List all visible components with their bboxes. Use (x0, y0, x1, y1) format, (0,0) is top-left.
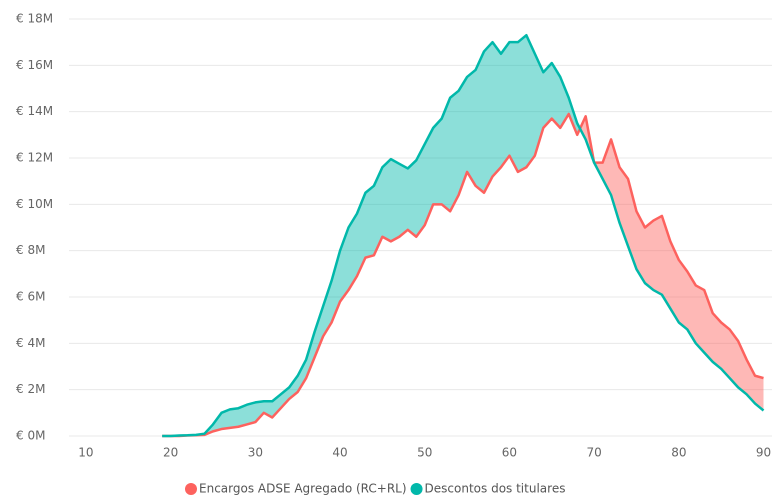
y-tick-label: € 4M (16, 336, 45, 350)
area-between (162, 35, 764, 436)
y-tick-label: € 18M (16, 12, 53, 26)
y-tick-label: € 10M (16, 197, 53, 211)
y-tick-label: € 2M (16, 382, 45, 396)
y-tick-label: € 0M (16, 429, 45, 443)
x-tick-label: 20 (163, 446, 178, 460)
legend-label: Encargos ADSE Agregado (RC+RL) (199, 482, 407, 496)
x-tick-label: 50 (417, 446, 432, 460)
x-tick-label: 40 (332, 446, 347, 460)
series-line (162, 33, 765, 438)
x-tick-label: 70 (586, 446, 601, 460)
x-tick-label: 60 (502, 446, 517, 460)
x-tick-label: 30 (248, 446, 263, 460)
legend-swatch (410, 483, 423, 495)
y-tick-label: € 6M (16, 290, 45, 304)
x-tick-label: 80 (671, 446, 686, 460)
legend-label: Descontos dos titulares (425, 482, 566, 496)
y-tick-label: € 14M (16, 104, 53, 118)
y-tick-label: € 16M (16, 58, 53, 72)
x-tick-label: 90 (756, 446, 771, 460)
y-tick-label: € 12M (16, 151, 53, 165)
series-line (162, 112, 764, 438)
x-tick-label: 10 (78, 446, 93, 460)
y-tick-label: € 8M (16, 243, 45, 257)
legend-swatch (185, 483, 197, 495)
